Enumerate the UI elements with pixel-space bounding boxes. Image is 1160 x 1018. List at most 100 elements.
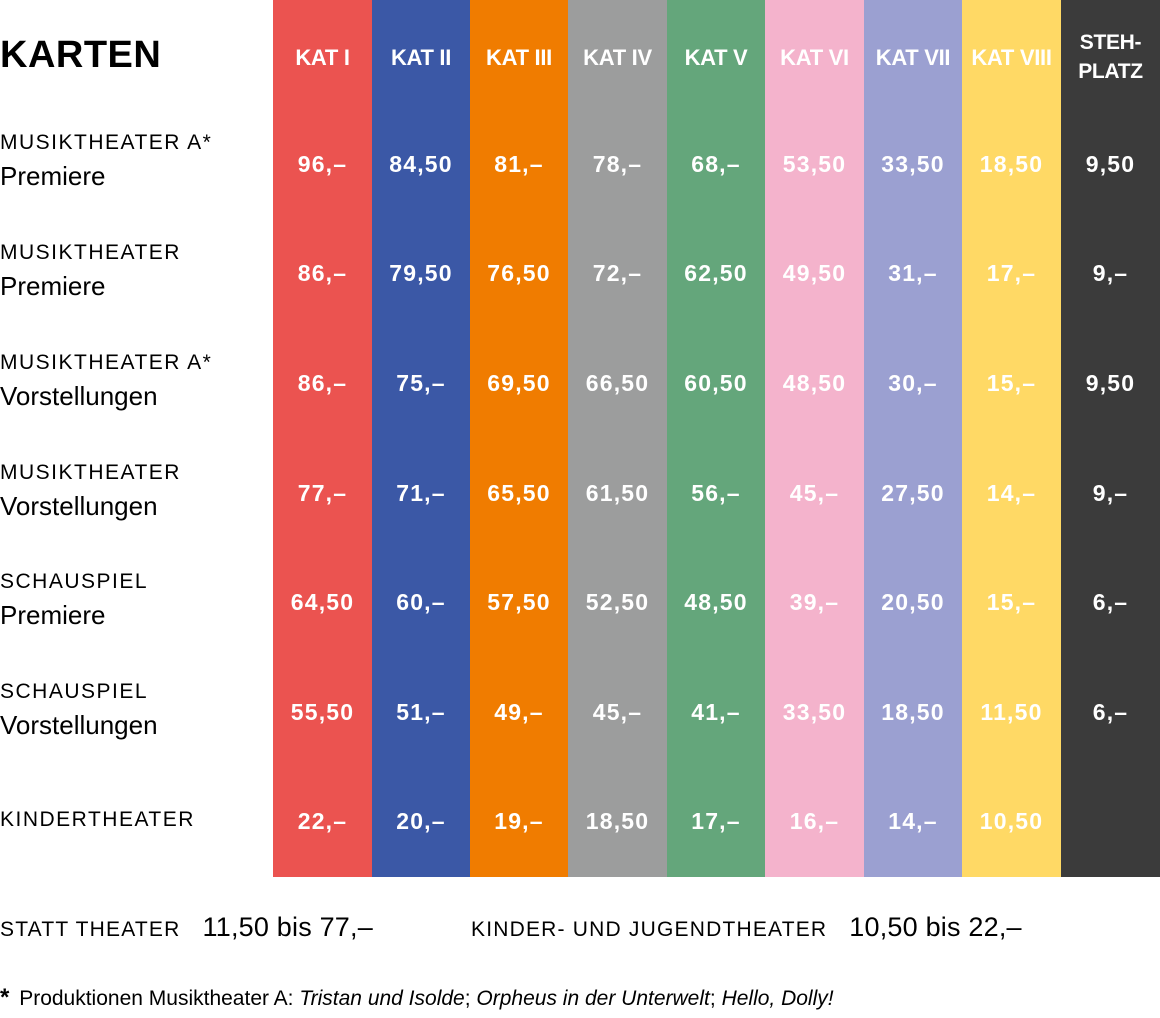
price-cell: 96,–	[297, 150, 348, 177]
price-cell: 18,50	[881, 698, 945, 725]
statt-theater-range: 11,50 bis 77,–	[202, 912, 373, 942]
price-cell: 6,–	[1092, 588, 1129, 615]
row-category: MUSIKTHEATER	[0, 461, 181, 484]
price-cell: 69,50	[487, 369, 551, 396]
column-header: KAT VIII	[971, 44, 1052, 70]
kinder-jugendtheater-label: KINDER- UND JUGENDTHEATER	[471, 918, 828, 941]
price-cell: 60,50	[684, 369, 748, 396]
price-cell: 66,50	[585, 369, 650, 396]
price-cell: 20,–	[396, 807, 446, 834]
column-header: KAT V	[684, 44, 748, 70]
price-cell: 75,–	[396, 369, 446, 396]
row-category: MUSIKTHEATER A*	[0, 131, 213, 154]
row-label: SCHAUSPIEL Premiere	[0, 570, 268, 632]
price-cell: 71,–	[396, 479, 446, 506]
price-cell: 33,50	[881, 150, 945, 177]
footnote-asterisk: *	[0, 984, 10, 1011]
footnote-prefix: Produktionen Musiktheater A:	[19, 987, 294, 1010]
price-cell: 61,50	[585, 479, 650, 506]
row-type: Premiere	[0, 271, 106, 301]
row-type: Premiere	[0, 600, 106, 630]
price-cell: 9,50	[1085, 369, 1136, 396]
price-cell: 33,50	[782, 698, 847, 725]
price-cell: 11,50	[980, 698, 1043, 725]
row-label: MUSIKTHEATER A* Vorstellungen	[0, 351, 268, 413]
price-cell: 64,50	[290, 588, 355, 615]
row-category: MUSIKTHEATER A*	[0, 351, 213, 374]
footnote-work-title: Tristan und Isolde	[299, 987, 465, 1010]
price-cell: 86,–	[297, 259, 348, 286]
row-type: Vorstellungen	[0, 491, 158, 521]
price-cell: 9,–	[1092, 259, 1129, 286]
footnote-work-title: Orpheus in der Unterwelt	[476, 987, 710, 1010]
price-cell: 30,–	[888, 369, 938, 396]
price-cell: 20,50	[881, 588, 945, 615]
row-type: Vorstellungen	[0, 710, 158, 740]
price-cell: 57,50	[487, 588, 551, 615]
kinder-jugendtheater-summary: KINDER- UND JUGENDTHEATER 10,50 bis 22,–	[471, 912, 1022, 952]
price-cell: 55,50	[290, 698, 355, 725]
price-cell: 72,–	[592, 259, 643, 286]
row-category: KINDERTHEATER	[0, 808, 195, 831]
price-cell: 48,50	[684, 588, 748, 615]
row-label: KINDERTHEATER	[0, 808, 268, 832]
price-cell: 48,50	[782, 369, 847, 396]
column-header: KAT VII	[875, 44, 951, 70]
page-title: KARTEN	[0, 34, 162, 76]
price-cell: 10,50	[979, 807, 1044, 834]
price-cell: 77,–	[297, 479, 348, 506]
price-cell: 41,–	[691, 698, 741, 725]
price-cell: 16,–	[789, 807, 840, 834]
row-type: Premiere	[0, 161, 106, 191]
column-header: KAT IV	[583, 44, 652, 70]
column-header: KAT VI	[780, 44, 849, 70]
row-label: MUSIKTHEATER A* Premiere	[0, 131, 268, 193]
price-column: KAT VII 33,50 31,– 30,– 27,50 20,50 18,50 14,–	[864, 0, 962, 877]
row-category: MUSIKTHEATER	[0, 241, 181, 264]
price-cell: 62,50	[684, 259, 748, 286]
footnote-work-title: Hello, Dolly!	[721, 987, 834, 1010]
column-header: STEH- PLATZ	[1078, 31, 1143, 83]
price-cell: 18,50	[585, 807, 650, 834]
column-header: KAT III	[486, 44, 552, 70]
price-cell: 79,50	[389, 259, 453, 286]
row-type: Vorstellungen	[0, 381, 158, 411]
row-label: MUSIKTHEATER Premiere	[0, 241, 268, 303]
statt-theater-summary: STATT THEATER 11,50 bis 77,–	[0, 912, 373, 952]
price-column: KAT VI 53,50 49,50 48,50 45,– 39,– 33,50 16,–	[765, 0, 864, 877]
price-column: KAT I 96,– 86,– 86,– 77,– 64,50 55,50 22,–	[273, 0, 372, 877]
price-cell: 68,–	[691, 150, 741, 177]
price-cell: 39,–	[789, 588, 840, 615]
price-cell: 17,–	[691, 807, 741, 834]
price-cell: 18,50	[979, 150, 1044, 177]
price-cell: 52,50	[585, 588, 650, 615]
price-column: KAT IV 78,– 72,– 66,50 61,50 52,50 45,– 18,50	[568, 0, 667, 877]
price-cell: 84,50	[389, 150, 453, 177]
row-label: SCHAUSPIEL Vorstellungen	[0, 680, 268, 742]
price-cell	[1061, 801, 1160, 841]
price-cell: 14,–	[986, 479, 1037, 506]
price-cell: 19,–	[494, 807, 544, 834]
price-column: KAT VIII 18,50 17,– 15,– 14,– 15,– 11,50 10,50	[962, 0, 1061, 877]
price-cell: 45,–	[592, 698, 643, 725]
price-cell: 78,–	[592, 150, 643, 177]
footnote-works: Tristan und Isolde; Orpheus in der Unter…	[299, 987, 834, 1010]
row-label: MUSIKTHEATER Vorstellungen	[0, 461, 268, 523]
column-header: KAT I	[295, 44, 350, 70]
price-cell: 51,–	[396, 698, 446, 725]
price-cell: 81,–	[494, 150, 544, 177]
price-cell: 49,50	[782, 259, 847, 286]
price-cell: 22,–	[297, 807, 348, 834]
price-cell: 56,–	[691, 479, 741, 506]
price-cell: 15,–	[986, 588, 1037, 615]
price-cell: 6,–	[1092, 698, 1129, 725]
price-column: KAT V 68,– 62,50 60,50 56,– 48,50 41,– 17,–	[667, 0, 765, 877]
price-cell: 60,–	[396, 588, 446, 615]
footnote: * Produktionen Musiktheater A: Tristan u…	[0, 984, 834, 1012]
column-header: KAT II	[390, 44, 452, 70]
price-cell: 14,–	[888, 807, 938, 834]
price-cell: 86,–	[297, 369, 348, 396]
price-cell: 76,50	[487, 259, 551, 286]
row-category: SCHAUSPIEL	[0, 570, 149, 593]
